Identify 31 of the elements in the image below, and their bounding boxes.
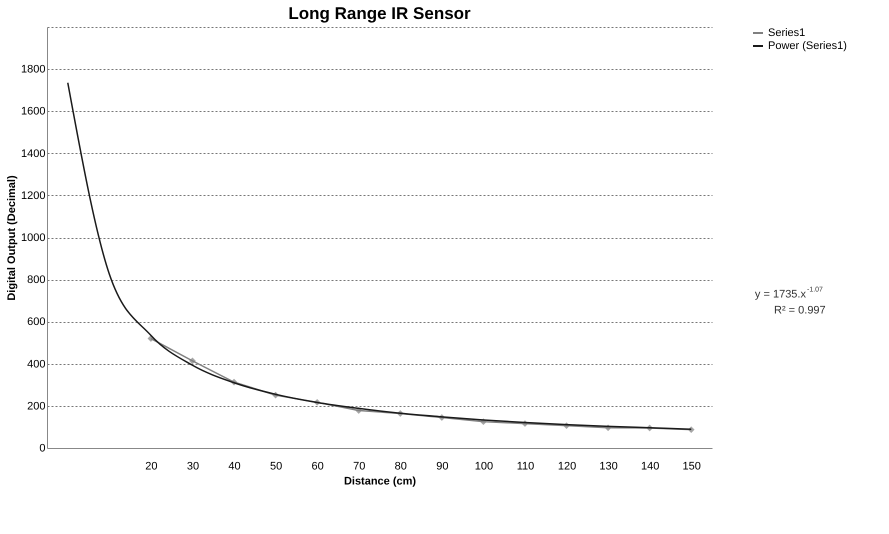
legend-label: Power (Series1) bbox=[768, 40, 847, 52]
y-tick-label: 600 bbox=[27, 316, 46, 328]
chart-title: Long Range IR Sensor bbox=[288, 4, 472, 23]
x-tick-label: 70 bbox=[353, 460, 366, 472]
x-tick-label: 20 bbox=[145, 460, 158, 472]
y-tick-label: 1600 bbox=[21, 106, 46, 118]
x-tick-label: 90 bbox=[436, 460, 448, 472]
x-tick-label: 130 bbox=[599, 460, 618, 472]
x-tick-label: 150 bbox=[682, 460, 701, 472]
y-tick-label: 200 bbox=[27, 400, 46, 412]
y-tick-label: 1800 bbox=[21, 64, 46, 76]
x-tick-label: 140 bbox=[640, 460, 660, 472]
x-tick-label: 60 bbox=[312, 460, 324, 472]
y-tick-label: 400 bbox=[27, 358, 46, 370]
y-tick-label: 800 bbox=[27, 274, 46, 286]
y-tick-label: 0 bbox=[39, 442, 46, 454]
y-tick-label: 1200 bbox=[21, 190, 46, 202]
x-tick-label: 30 bbox=[186, 460, 200, 472]
y-tick-label: 1400 bbox=[21, 148, 46, 160]
point bbox=[189, 358, 196, 364]
x-tick-label: 80 bbox=[394, 460, 407, 472]
x-axis-title: Distance (cm) bbox=[344, 476, 416, 488]
x-tick-label: 110 bbox=[516, 460, 534, 472]
x-tick-label: 40 bbox=[228, 460, 241, 472]
x-tick-label: 120 bbox=[558, 460, 576, 472]
legend-label: Series1 bbox=[768, 27, 806, 39]
y-tick-label: 1000 bbox=[21, 232, 46, 244]
x-tick-label: 50 bbox=[270, 460, 282, 472]
text: R² = 0.997 bbox=[774, 304, 826, 316]
y-axis-title: Digital Output (Decimal) bbox=[6, 175, 18, 301]
x-tick-label: 100 bbox=[474, 460, 494, 472]
